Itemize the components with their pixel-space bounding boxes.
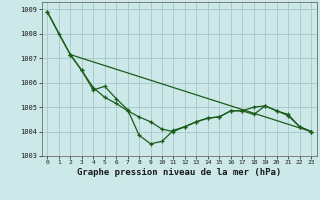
X-axis label: Graphe pression niveau de la mer (hPa): Graphe pression niveau de la mer (hPa)	[77, 168, 281, 177]
